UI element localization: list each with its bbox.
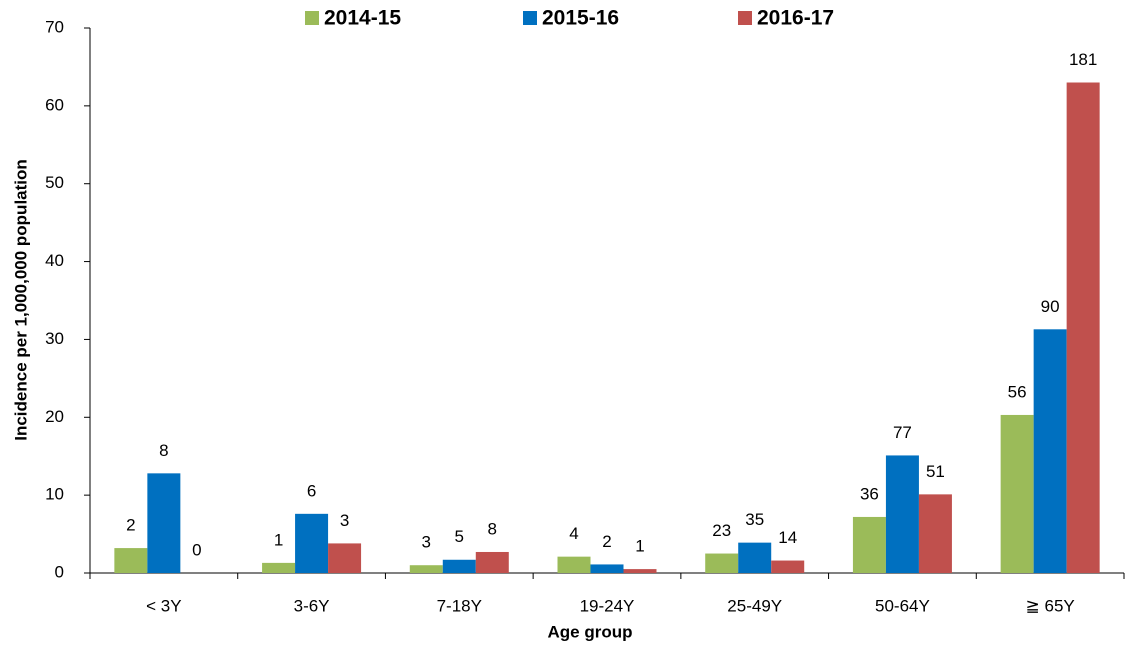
count-label: 56 — [1008, 382, 1027, 401]
bar — [409, 565, 443, 573]
count-label: 2 — [602, 532, 611, 551]
bar — [147, 473, 181, 573]
y-tick-label: 70 — [45, 17, 64, 36]
y-tick-label: 60 — [45, 95, 64, 114]
x-tick-label: 3-6Y — [294, 596, 330, 615]
y-tick-label: 0 — [55, 562, 64, 581]
legend-label: 2016-17 — [757, 7, 834, 30]
x-axis-label: Age group — [548, 622, 633, 641]
x-tick-label: < 3Y — [146, 596, 181, 615]
count-label: 8 — [488, 519, 497, 538]
bar — [557, 556, 591, 573]
x-tick-label: ≧ 65Y — [1026, 596, 1075, 615]
count-label: 6 — [307, 481, 316, 500]
bar — [1000, 414, 1034, 573]
count-label: 2 — [126, 516, 135, 535]
bar — [623, 569, 657, 573]
count-label: 35 — [745, 510, 764, 529]
legend-swatch — [523, 11, 537, 25]
bar — [262, 562, 296, 573]
bar — [1033, 329, 1067, 573]
count-label: 1 — [635, 537, 644, 556]
y-tick-label: 40 — [45, 251, 64, 270]
bar — [442, 559, 476, 573]
x-tick-label: 50-64Y — [875, 596, 930, 615]
bar — [114, 548, 148, 573]
y-tick-label: 50 — [45, 173, 64, 192]
count-label: 51 — [926, 462, 945, 481]
y-tick-label: 30 — [45, 329, 64, 348]
count-label: 90 — [1041, 297, 1060, 316]
legend-label: 2014-15 — [324, 7, 401, 30]
count-label: 1 — [274, 530, 283, 549]
x-tick-label: 25-49Y — [727, 596, 782, 615]
count-label: 36 — [860, 484, 879, 503]
count-label: 8 — [159, 441, 168, 460]
count-label: 4 — [569, 524, 578, 543]
bar — [295, 513, 329, 573]
bar — [1066, 82, 1100, 573]
bar — [885, 455, 919, 573]
legend-swatch — [305, 11, 319, 25]
bar — [771, 560, 805, 573]
count-label: 181 — [1069, 50, 1097, 69]
bar — [475, 551, 509, 573]
bar — [328, 543, 362, 573]
count-label: 0 — [192, 540, 201, 559]
bar — [852, 516, 886, 573]
bar — [738, 542, 772, 573]
bar — [590, 564, 624, 573]
count-label: 77 — [893, 423, 912, 442]
x-tick-label: 7-18Y — [437, 596, 482, 615]
count-label: 23 — [712, 521, 731, 540]
y-tick-label: 10 — [45, 485, 64, 504]
count-label: 5 — [455, 527, 464, 546]
y-tick-label: 20 — [45, 407, 64, 426]
count-label: 3 — [340, 511, 349, 530]
bar — [705, 553, 739, 573]
legend-swatch — [738, 11, 752, 25]
x-tick-label: 19-24Y — [580, 596, 635, 615]
y-axis-label: Incidence per 1,000,000 population — [11, 159, 30, 441]
bar — [918, 494, 952, 573]
count-label: 14 — [778, 528, 797, 547]
legend-label: 2015-16 — [542, 7, 619, 30]
count-label: 3 — [422, 533, 431, 552]
